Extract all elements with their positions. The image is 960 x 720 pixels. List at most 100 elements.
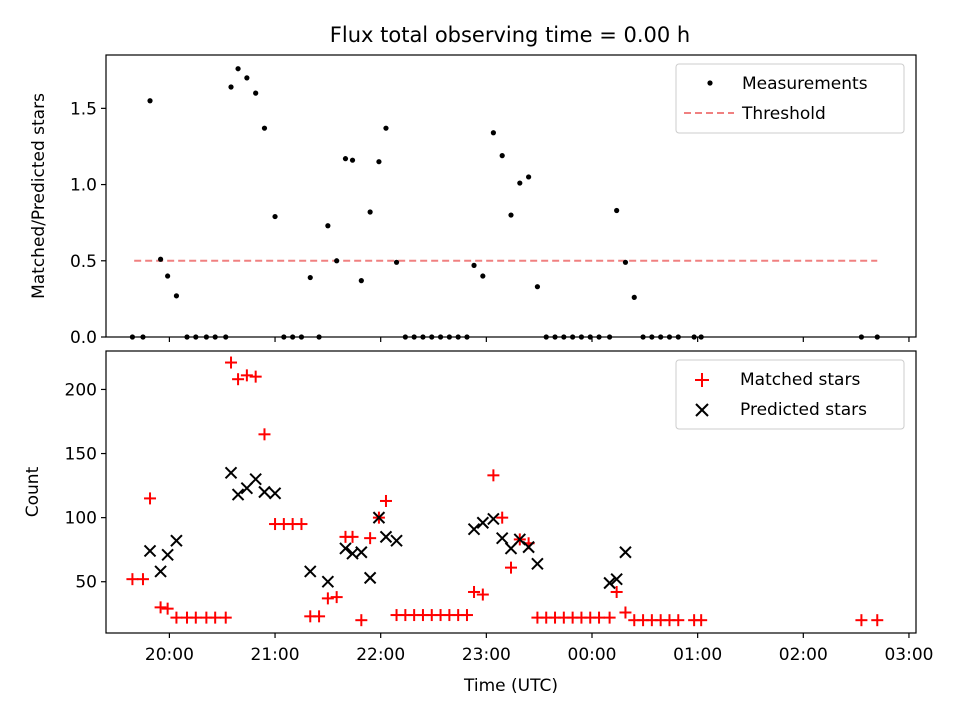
measurement-point	[446, 334, 452, 340]
bottom-y-tick-label: 200	[65, 380, 97, 400]
measurement-point	[429, 334, 435, 340]
predicted-star-point	[154, 565, 167, 578]
measurement-point	[281, 334, 287, 340]
measurement-point	[561, 334, 567, 340]
matched-star-point	[505, 561, 517, 574]
measurement-point	[587, 334, 593, 340]
predicted-star-point	[268, 487, 282, 500]
matched-star-point	[313, 610, 326, 623]
top-y-axis-label: Matched/Predicted stars	[29, 93, 49, 299]
legend-predicted-marker	[695, 403, 709, 417]
matched-star-point	[346, 530, 359, 543]
matched-star-point	[871, 614, 884, 627]
matched-star-point	[855, 614, 868, 627]
measurement-point	[253, 90, 259, 96]
measurement-point	[235, 66, 241, 72]
predicted-star-point	[495, 531, 509, 545]
predicted-star-point	[531, 557, 544, 570]
predicted-star-point	[143, 544, 157, 558]
x-tick-label: 21:00	[251, 645, 300, 665]
matched-star-point	[593, 611, 606, 624]
measurement-point	[272, 213, 278, 220]
measurement-point	[420, 334, 426, 340]
bottom-y-axis-label: Count	[23, 466, 43, 517]
matched-star-point	[249, 370, 262, 383]
measurement-point	[173, 293, 180, 299]
x-axis-label: Time (UTC)	[463, 676, 558, 696]
matched-star-point	[126, 573, 139, 586]
measurement-point	[658, 334, 664, 340]
measurement-point	[358, 278, 364, 284]
top-plot-frame	[105, 54, 917, 338]
predicted-star-point	[170, 534, 183, 547]
x-tick-label: 22:00	[356, 645, 405, 665]
matched-star-point	[144, 492, 157, 505]
measurement-point	[342, 156, 349, 162]
measurement-point	[244, 75, 250, 81]
measurement-point	[607, 334, 613, 340]
matched-star-point	[355, 614, 368, 627]
measurement-point	[874, 334, 880, 340]
top-y-tick-label: 1.0	[70, 176, 97, 196]
predicted-star-point	[522, 540, 535, 554]
measurement-point	[316, 334, 322, 340]
measurement-point	[223, 334, 229, 340]
legend-predicted-label: Predicted stars	[740, 400, 867, 420]
predicted-star-point	[603, 576, 616, 590]
predicted-star-point	[372, 511, 386, 524]
measurement-point	[471, 262, 477, 268]
predicted-star-point	[304, 565, 317, 578]
measurement-point	[622, 259, 629, 265]
predicted-star-point	[379, 530, 393, 544]
matched-star-point	[136, 573, 149, 586]
top-y-tick-label: 1.5	[70, 99, 97, 119]
measurement-point	[349, 157, 356, 163]
measurement-point	[698, 334, 704, 340]
predicted-star-point	[321, 575, 335, 588]
measurement-point	[193, 334, 199, 340]
measurement-point	[649, 334, 655, 340]
measurement-point	[411, 334, 417, 340]
measurement-point	[534, 284, 541, 290]
predicted-star-point	[487, 512, 500, 526]
bottom-y-tick-label: 100	[65, 509, 97, 529]
measurement-point	[596, 334, 602, 340]
x-tick-label: 02:00	[779, 645, 828, 665]
matched-star-point	[476, 588, 489, 601]
measurement-point	[325, 223, 331, 229]
legend-matched-marker	[695, 373, 709, 387]
measurement-point	[203, 334, 209, 340]
bottom-y-tick-label: 150	[65, 445, 97, 465]
measurement-point	[402, 334, 408, 340]
matched-star-point	[170, 611, 183, 624]
predicted-star-point	[476, 516, 490, 529]
measurement-point	[165, 273, 171, 279]
measurement-point	[858, 334, 865, 340]
top-y-tick-label: 0.0	[70, 328, 97, 348]
measurement-point	[552, 334, 558, 340]
predicted-star-point	[231, 488, 245, 501]
bottom-plot-frame	[105, 350, 917, 634]
measurement-point	[212, 334, 218, 340]
matched-star-point	[189, 611, 202, 624]
predicted-star-point	[355, 546, 368, 559]
x-tick-label: 20:00	[145, 645, 194, 665]
measurements-series	[129, 66, 880, 340]
matched-star-point	[379, 494, 392, 507]
bottom-axis-ticks: 50 100 150 200 20:00 21:00 22:00 23:00 00:00 01:0…	[65, 380, 934, 665]
matched-star-point	[610, 585, 623, 598]
predicted-star-point	[363, 571, 377, 585]
measurement-point	[334, 258, 340, 264]
predicted-star-point	[161, 548, 174, 562]
predicted-star-point	[610, 572, 623, 586]
x-tick-label: 01:00	[673, 645, 722, 665]
x-tick-label: 23:00	[462, 645, 511, 665]
top-legend-box	[675, 63, 905, 134]
predicted-star-point	[619, 546, 632, 559]
matched-star-point	[240, 369, 253, 382]
x-tick-label: 03:00	[884, 645, 933, 665]
measurement-point	[437, 334, 444, 340]
bottom-y-tick-label: 50	[75, 573, 97, 593]
legend-matched-label: Matched stars	[740, 370, 860, 390]
matched-star-point	[460, 609, 473, 622]
